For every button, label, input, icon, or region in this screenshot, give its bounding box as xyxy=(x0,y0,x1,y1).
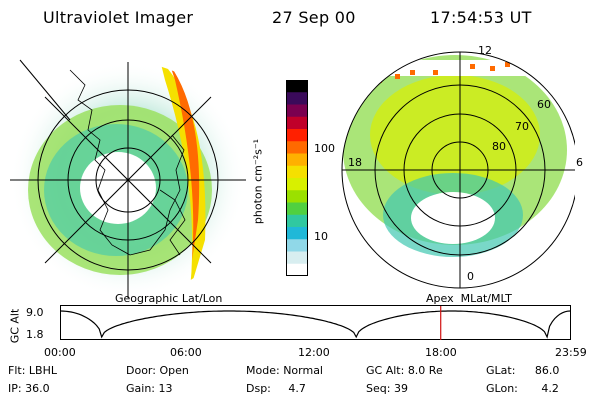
colorbar-swatch xyxy=(286,227,308,240)
image-time: 17:54:53 UT xyxy=(430,8,532,27)
colorbar-swatch xyxy=(286,214,308,228)
mlt-label-0: 0 xyxy=(467,270,474,283)
image-date: 27 Sep 00 xyxy=(272,8,356,27)
colorbar-swatch xyxy=(286,202,308,216)
status-ip: IP: 36.0 xyxy=(8,382,50,395)
door-value: Open xyxy=(159,364,189,377)
timeline-xtick-1800: 18:00 xyxy=(425,346,457,359)
colorbar-swatch xyxy=(286,251,308,265)
status-gc-alt: GC Alt: 8.0 Re xyxy=(366,364,443,377)
status-glat: GLat: 86.0 xyxy=(486,364,559,377)
mlat-dayside-emission xyxy=(370,75,540,195)
mode-value: Normal xyxy=(283,364,323,377)
ip-label: IP: xyxy=(8,382,22,395)
timeline-ytick-high: 9.0 xyxy=(26,306,44,319)
dsp-label: Dsp: xyxy=(246,382,271,395)
geographic-auroral-image xyxy=(10,59,246,298)
limb-peak xyxy=(170,65,200,260)
timeline-frame xyxy=(60,305,571,340)
mode-label: Mode: xyxy=(246,364,280,377)
door-label: Door: xyxy=(126,364,156,377)
colorbar-swatch xyxy=(286,92,308,105)
mlat-polar-cap xyxy=(411,192,495,244)
mlt-label-6: 6 xyxy=(576,156,583,169)
colorbar-swatch xyxy=(286,165,308,179)
status-gain: Gain: 13 xyxy=(126,382,173,395)
glon-value: 4.2 xyxy=(541,382,559,395)
timeline-xtick-1200: 12:00 xyxy=(298,346,330,359)
colorbar-swatch xyxy=(286,178,308,191)
no-data-strip xyxy=(375,60,525,76)
filter-value: LBHL xyxy=(28,364,57,377)
orbit-altitude-plot xyxy=(60,305,571,340)
gc-alt-value: 8.0 Re xyxy=(407,364,443,377)
left-panel-label: Geographic Lat/Lon xyxy=(115,292,223,305)
colorbar-swatch xyxy=(286,141,308,154)
seq-value: 39 xyxy=(393,382,408,395)
colorbar-swatch xyxy=(286,116,308,130)
status-mode: Mode: Normal xyxy=(246,364,323,377)
colorbar-unit-text: photon cm⁻²s⁻¹ xyxy=(251,138,265,225)
colorbar-swatch xyxy=(286,239,308,252)
geo-grid xyxy=(10,59,246,298)
timeline-y-label: GC Alt xyxy=(8,308,22,344)
timeline-ytick-low: 1.8 xyxy=(26,328,44,341)
dsp-value: 4.7 xyxy=(288,382,306,395)
timeline-xtick-0600: 06:00 xyxy=(170,346,202,359)
status-dsp: Dsp: 4.7 xyxy=(246,382,306,395)
gain-label: Gain: xyxy=(126,382,155,395)
colorbar-swatch xyxy=(286,153,308,167)
colorbar-swatch xyxy=(286,104,308,118)
gain-value: 13 xyxy=(158,382,173,395)
status-filter: Flt: LBHL xyxy=(8,364,57,377)
glon-label: GLon: xyxy=(486,382,518,395)
color-scale-bar xyxy=(286,80,308,277)
magnetic-auroral-image xyxy=(341,51,575,289)
colorbar-swatch xyxy=(286,129,308,142)
altitude-curve xyxy=(60,310,571,339)
timeline-xtick-2359: 23:59 xyxy=(555,346,587,359)
status-glon: GLon: 4.2 xyxy=(486,382,559,395)
colorbar-tick-100: 100 xyxy=(314,142,335,155)
gc-alt-label: GC Alt: xyxy=(366,364,405,377)
ip-value: 36.0 xyxy=(25,382,50,395)
colorbar-frame xyxy=(286,80,308,276)
mlat-label-70: 70 xyxy=(515,120,529,133)
status-seq: Seq: 39 xyxy=(366,382,408,395)
colorbar-swatch xyxy=(286,263,308,277)
mlat-label-60: 60 xyxy=(537,98,551,111)
coastline-outline xyxy=(69,69,186,256)
filter-label: Flt: xyxy=(8,364,26,377)
glat-label: GLat: xyxy=(486,364,516,377)
seq-label: Seq: xyxy=(366,382,391,395)
mlt-label-18: 18 xyxy=(348,156,362,169)
right-panel-label: Apex MLat/MLT xyxy=(426,292,512,305)
timeline-y-label-wrap: GC Alt xyxy=(8,306,22,346)
mlat-grid xyxy=(341,51,575,289)
timeline-xtick-0000: 00:00 xyxy=(44,346,76,359)
status-door: Door: Open xyxy=(126,364,189,377)
colorbar-tick-10: 10 xyxy=(314,230,328,243)
instrument-title: Ultraviolet Imager xyxy=(43,8,194,27)
polar-cap xyxy=(80,152,156,224)
mlat-label-80: 80 xyxy=(492,140,506,153)
mlt-label-12: 12 xyxy=(478,44,492,57)
colorbar-swatch xyxy=(286,80,308,93)
glat-value: 86.0 xyxy=(534,364,560,377)
colorbar-swatch xyxy=(286,190,308,203)
